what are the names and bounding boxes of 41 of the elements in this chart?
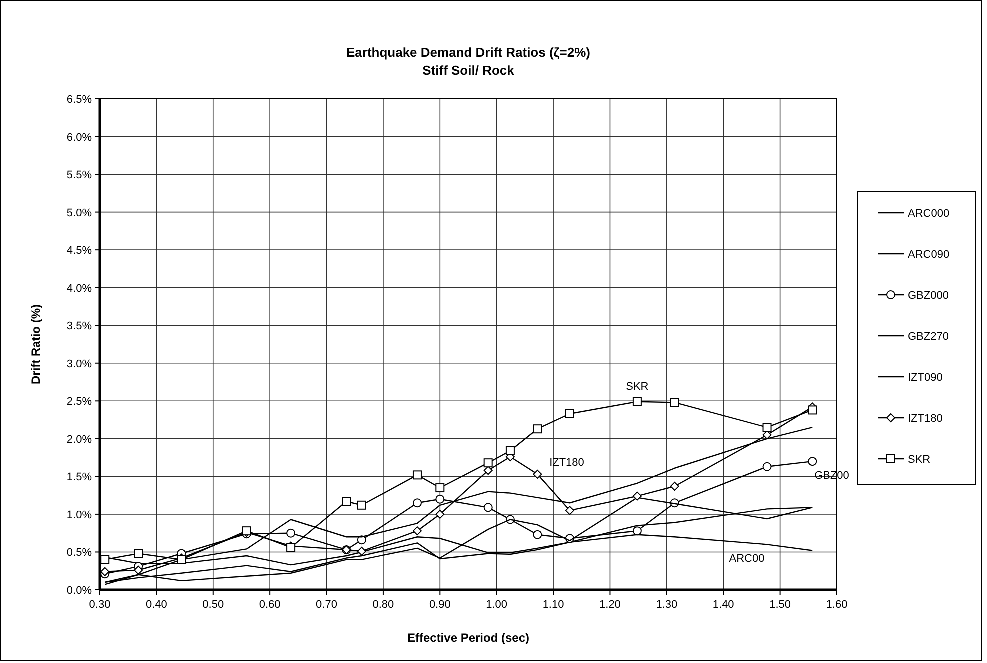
legend-label: SKR <box>908 454 931 466</box>
y-tick-label: 4.5% <box>66 245 92 258</box>
legend-label: IZT090 <box>908 372 943 384</box>
y-axis-title: Drift Ratio (%) <box>29 304 43 384</box>
annotation: ARC00 <box>729 553 765 565</box>
x-tick-label: 1.40 <box>712 599 734 611</box>
chart-subtitle: Stiff Soil/ Rock <box>422 63 516 78</box>
y-tick-label: 0.5% <box>66 547 92 560</box>
x-axis-title: Effective Period (sec) <box>407 631 530 645</box>
annotation: SKR <box>626 380 649 393</box>
y-tick-label: 3.0% <box>66 358 92 370</box>
x-tick-label: 1.10 <box>542 599 564 611</box>
legend-label: ARC000 <box>908 208 950 220</box>
y-tick-label: 2.0% <box>66 434 92 446</box>
y-tick-label: 1.0% <box>66 509 92 522</box>
legend-label: ARC090 <box>908 249 950 261</box>
y-tick-label: 2.5% <box>66 396 92 408</box>
x-tick-label: 1.00 <box>486 599 508 611</box>
y-tick-label: 1.5% <box>66 472 92 484</box>
y-tick-label: 6.5% <box>66 94 92 106</box>
chart-title: Earthquake Demand Drift Ratios (ζ=2%) <box>346 45 591 60</box>
x-tick-label: 0.90 <box>429 599 451 611</box>
x-tick-label: 1.50 <box>770 599 792 611</box>
x-tick-label: 1.30 <box>656 599 678 611</box>
x-tick-label: 0.40 <box>146 599 168 611</box>
x-tick-label: 0.50 <box>202 599 224 611</box>
y-tick-label: 3.5% <box>66 320 92 333</box>
y-tick-label: 0.0% <box>66 585 92 597</box>
legend-label: GBZ000 <box>908 290 949 302</box>
x-tick-label: 0.30 <box>89 599 111 611</box>
x-tick-label: 0.70 <box>316 599 338 611</box>
y-tick-label: 5.5% <box>66 170 92 182</box>
legend-label: IZT180 <box>908 413 943 425</box>
y-tick-label: 6.0% <box>66 132 92 144</box>
x-tick-label: 1.60 <box>826 599 848 611</box>
y-tick-label: 4.0% <box>66 282 92 295</box>
x-tick-label: 0.60 <box>259 599 281 611</box>
legend-label: GBZ270 <box>908 331 949 343</box>
y-tick-label: 5.0% <box>66 207 92 220</box>
x-tick-label: 0.80 <box>372 599 394 611</box>
x-tick-label: 1.20 <box>600 599 621 611</box>
